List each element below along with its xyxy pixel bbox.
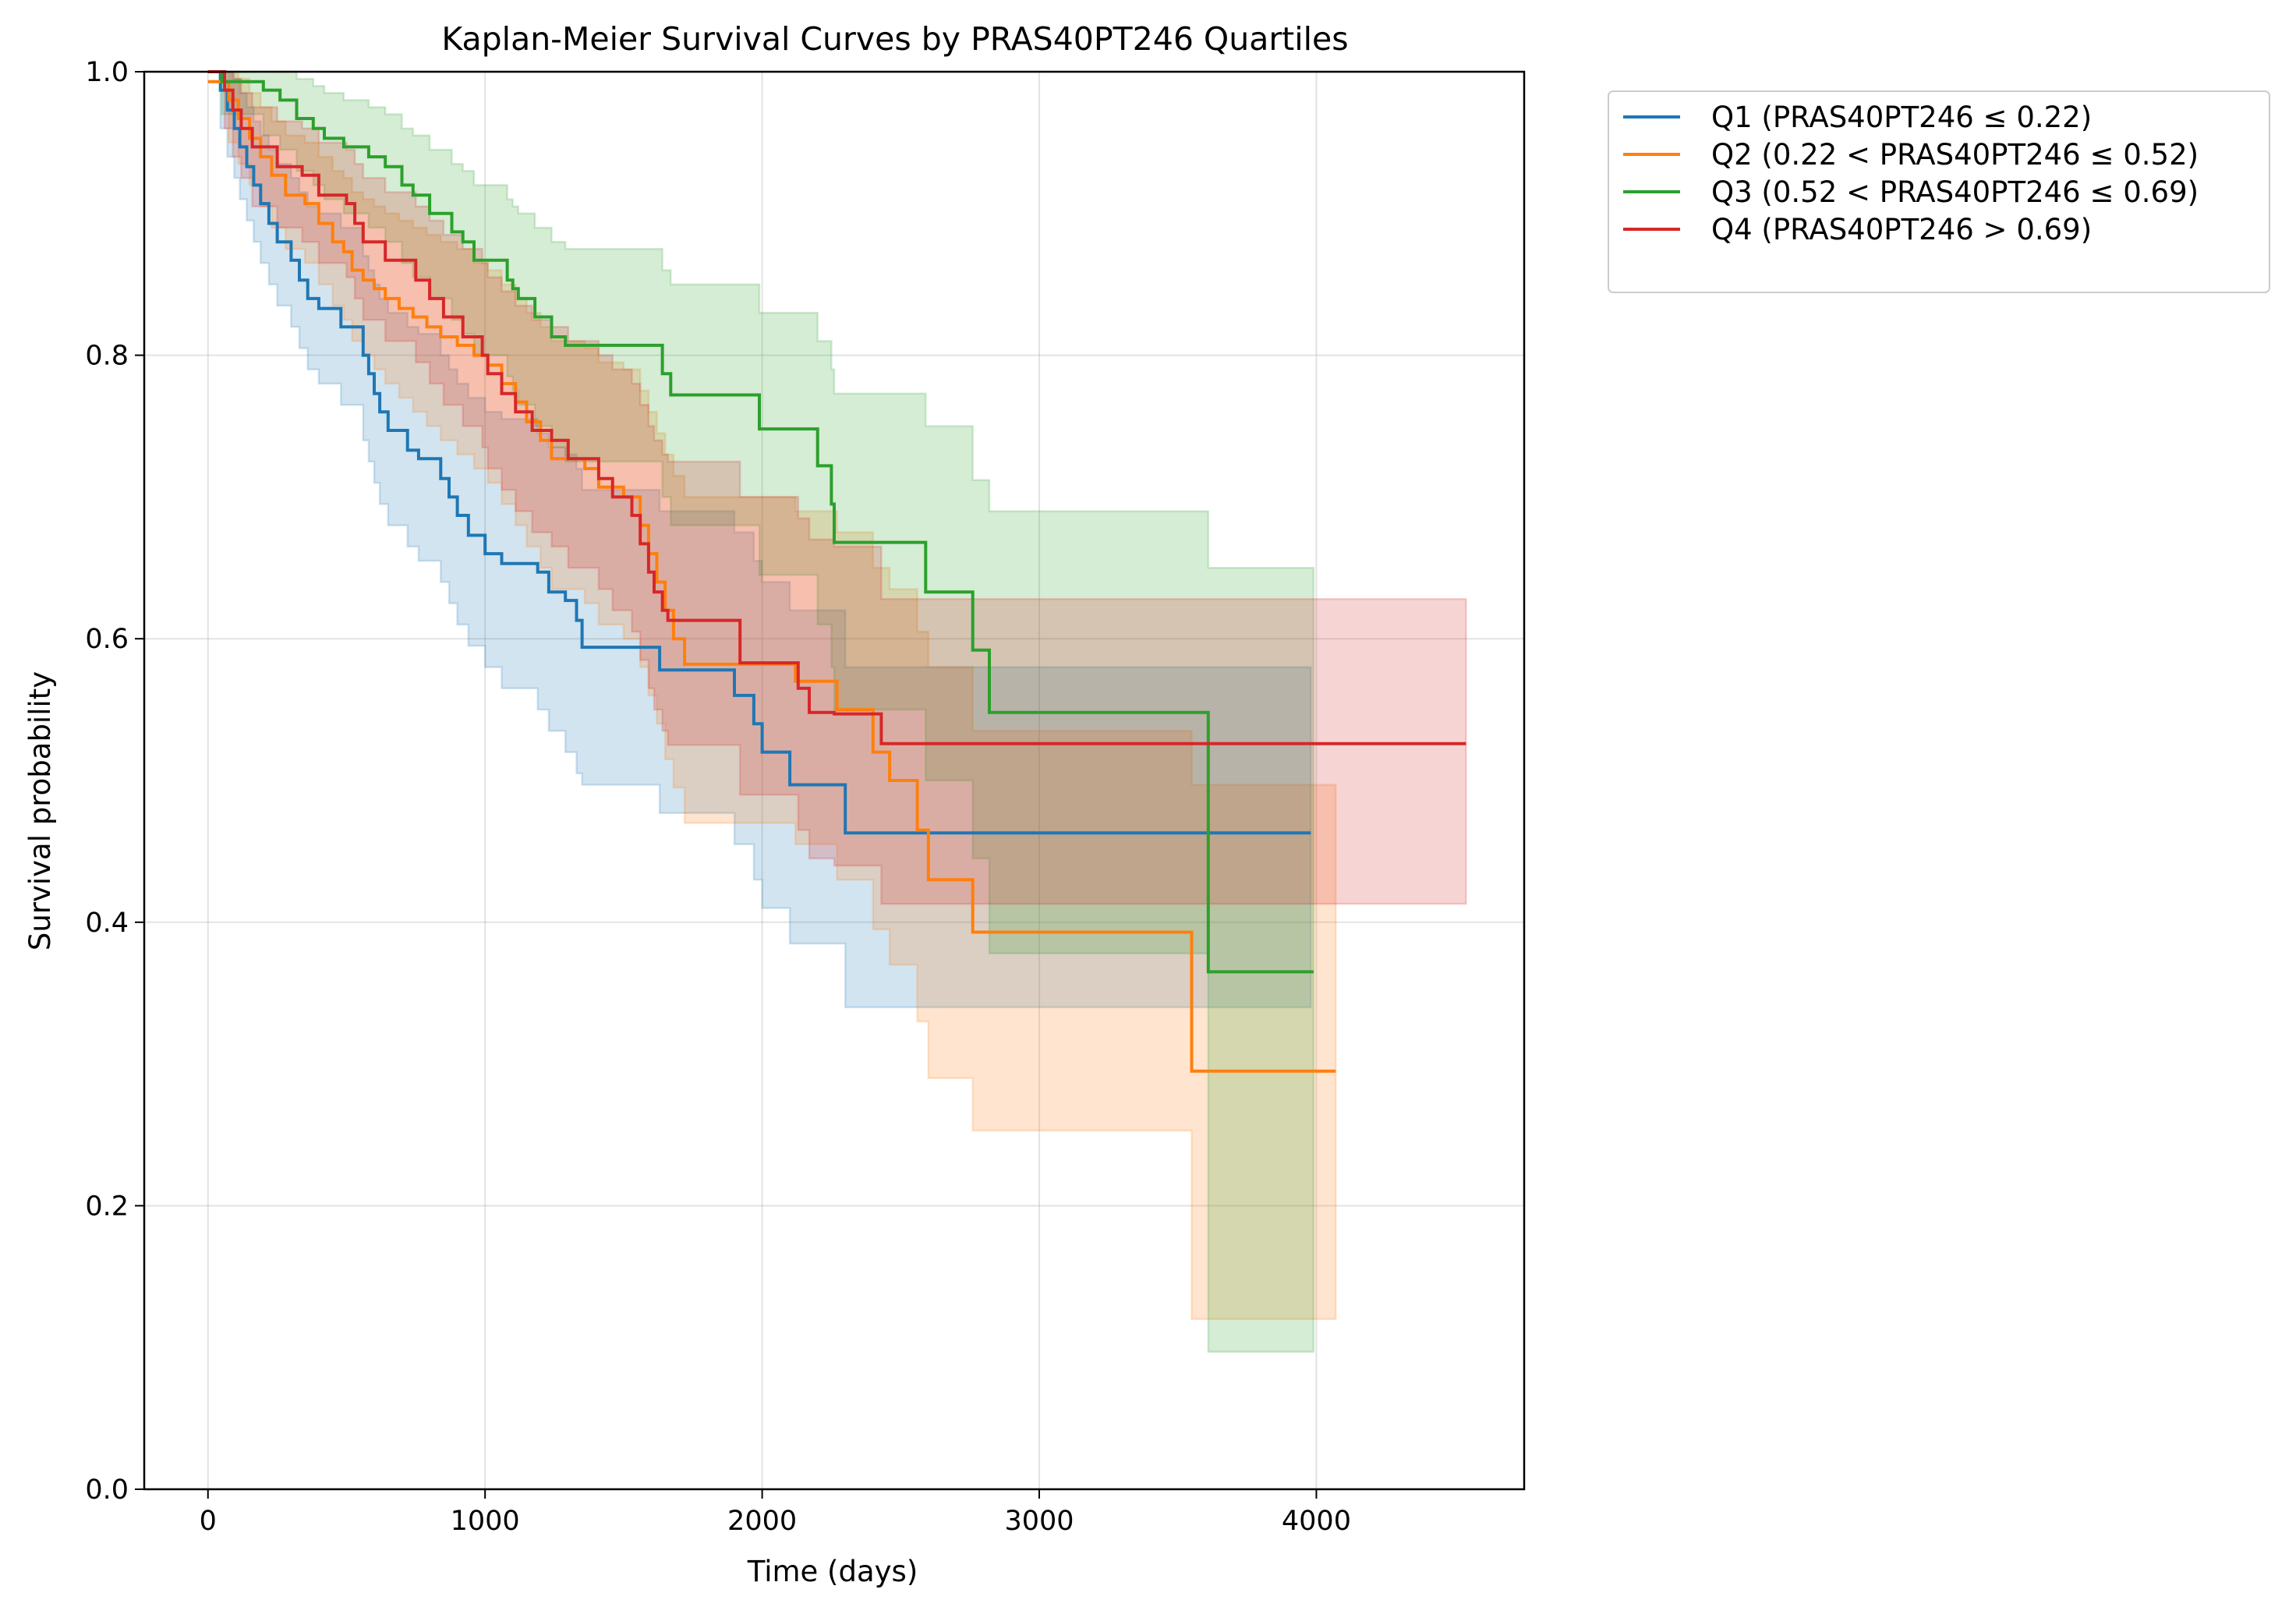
y-tick-label: 0.0 <box>85 1474 129 1506</box>
chart-title: Kaplan-Meier Survival Curves by PRAS40PT… <box>441 20 1348 58</box>
y-tick-label: 0.6 <box>85 624 129 655</box>
legend-items: Q1 (PRAS40PT246 ≤ 0.22) Q2 (0.22 < PRAS40… <box>1623 101 2199 246</box>
ci-band-q1 <box>207 70 1312 1009</box>
y-axis-label: Survival probability <box>23 671 57 950</box>
legend-label-q3: Q3 (0.52 < PRAS40PT246 ≤ 0.69) <box>1711 175 2199 209</box>
x-tick-label: 1000 <box>451 1506 520 1537</box>
survival-line-q1 <box>207 70 1311 835</box>
survival-line-q3 <box>207 70 1314 974</box>
plot-frame <box>143 70 1526 1491</box>
ci-band-q2 <box>207 70 1337 1321</box>
axis-ticks: 0 1000 2000 3000 4000 0.0 0.2 0.4 0.6 0.8 1.0 <box>85 57 1351 1537</box>
legend: Q1 (PRAS40PT246 ≤ 0.22) Q2 (0.22 < PRAS40… <box>1608 90 2270 293</box>
y-tick-label: 0.2 <box>85 1191 129 1222</box>
ci-band-q4 <box>207 70 1467 905</box>
legend-label-q2: Q2 (0.22 < PRAS40PT246 ≤ 0.52) <box>1711 138 2199 172</box>
x-tick-label: 0 <box>200 1506 217 1537</box>
y-tick-label: 1.0 <box>85 57 129 88</box>
y-tick-label: 0.4 <box>85 908 129 939</box>
survival-line-q4 <box>207 70 1466 745</box>
y-tick-label: 0.8 <box>85 341 129 372</box>
legend-label-q1: Q1 (PRAS40PT246 ≤ 0.22) <box>1711 101 2092 134</box>
legend-label-q4: Q4 (PRAS40PT246 > 0.69) <box>1711 213 2092 246</box>
x-tick-label: 4000 <box>1282 1506 1351 1537</box>
x-tick-label: 2000 <box>727 1506 797 1537</box>
survival-lines <box>207 70 1466 1073</box>
x-tick-label: 3000 <box>1004 1506 1074 1537</box>
legend-box <box>1608 90 2270 293</box>
x-axis-label: Time (days) <box>747 1555 918 1588</box>
